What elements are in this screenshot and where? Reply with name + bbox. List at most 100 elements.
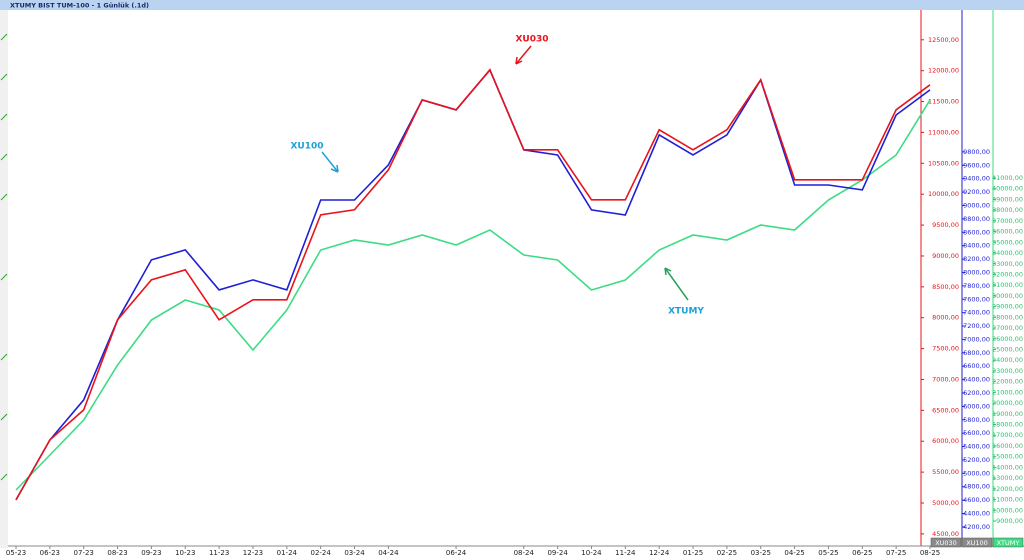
x-tick-label: 05-25 (818, 549, 838, 557)
y-tick-label: 30000,00 (992, 292, 1023, 300)
annotation: XTUMY (668, 307, 704, 317)
y-tick-label: 5800,00 (963, 416, 990, 424)
y-tick-label: 8200,00 (963, 255, 990, 263)
y-tick-label: 40000,00 (992, 185, 1023, 193)
y-tick-label: 12000,00 (928, 67, 959, 75)
y-tick-label: 12500,00 (928, 36, 959, 44)
x-tick-label: 12-24 (649, 549, 670, 557)
y-tick-label: 6800,00 (963, 349, 990, 357)
y-tick-label: 5200,00 (963, 456, 990, 464)
x-tick-label: 06-24 (446, 549, 467, 557)
x-tick-label: 07-25 (886, 549, 906, 557)
y-tick-label: 10000,00 (928, 190, 959, 198)
chart-title: XTUMY BIST TUM-100 - 1 Günlük (.1d) (10, 2, 149, 10)
y-tick-label: 39000,00 (992, 195, 1023, 203)
y-tick-label: 34000,00 (992, 249, 1023, 257)
y-tick-label: 35000,00 (992, 238, 1023, 246)
y-tick-label: 14000,00 (992, 463, 1023, 471)
x-tick-label: 03-24 (344, 549, 365, 557)
series-line (15, 99, 931, 491)
x-tick-label: 01-24 (277, 549, 298, 557)
y-tick-label: 7000,00 (963, 335, 990, 343)
x-tick-label: 06-25 (852, 549, 872, 557)
y-tick-label: 7200,00 (963, 322, 990, 330)
y-tick-label: 7500,00 (932, 345, 959, 353)
y-tick-label: 11000,00 (928, 128, 959, 136)
y-tick-label: 6600,00 (963, 362, 990, 370)
y-tick-label: 31000,00 (992, 281, 1023, 289)
y-tick-label: 6500,00 (932, 406, 959, 414)
y-tick-label: 17000,00 (992, 431, 1023, 439)
y-tick-label: 7800,00 (963, 282, 990, 290)
y-tick-label: 9000,00 (963, 202, 990, 210)
y-tick-label: 26000,00 (992, 335, 1023, 343)
annotation: XU030 (515, 35, 548, 45)
y-tick-label: 6200,00 (963, 389, 990, 397)
y-tick-label: 11000,00 (992, 496, 1023, 504)
x-tick-label: 08-23 (107, 549, 127, 557)
y-tick-label: 4500,00 (932, 530, 959, 538)
y-tick-label: 33000,00 (992, 260, 1023, 268)
y-tick-label: 18000,00 (992, 421, 1023, 429)
y-tick-label: 22000,00 (992, 378, 1023, 386)
legend-label: XU030 (935, 539, 957, 547)
x-tick-label: 01-25 (683, 549, 703, 557)
y-tick-label: 5600,00 (963, 429, 990, 437)
y-tick-label: 9000,00 (996, 517, 1023, 525)
title-bar (0, 0, 1024, 10)
y-tick-label: 7400,00 (963, 309, 990, 317)
y-tick-label: 8000,00 (963, 268, 990, 276)
x-tick-label: 07-23 (74, 549, 94, 557)
y-tick-label: 9800,00 (963, 148, 990, 156)
x-tick-label: 06-23 (40, 549, 60, 557)
x-tick-label: 05-23 (6, 549, 26, 557)
legend-label: XU100 (966, 539, 988, 547)
y-tick-label: 16000,00 (992, 442, 1023, 450)
y-tick-label: 4800,00 (963, 483, 990, 491)
y-tick-label: 23000,00 (992, 367, 1023, 375)
y-tick-label: 38000,00 (992, 206, 1023, 214)
y-tick-label: 20000,00 (992, 399, 1023, 407)
y-tick-label: 32000,00 (992, 270, 1023, 278)
y-tick-label: 4400,00 (963, 510, 990, 518)
y-tick-label: 21000,00 (992, 388, 1023, 396)
x-tick-label: 04-24 (378, 549, 399, 557)
x-tick-label: 12-23 (243, 549, 263, 557)
legend-label: XTUMY (997, 539, 1020, 547)
x-tick-label: 08-24 (514, 549, 535, 557)
y-tick-label: 9600,00 (963, 161, 990, 169)
legend-box (961, 537, 993, 548)
y-tick-label: 9000,00 (932, 252, 959, 260)
y-tick-label: 13000,00 (992, 474, 1023, 482)
y-tick-label: 6400,00 (963, 376, 990, 384)
x-tick-label: 03-25 (751, 549, 771, 557)
y-tick-label: 5000,00 (932, 499, 959, 507)
y-tick-label: 24000,00 (992, 356, 1023, 364)
y-tick-label: 9500,00 (932, 221, 959, 229)
x-tick-label: 02-25 (717, 549, 737, 557)
y-tick-label: 28000,00 (992, 313, 1023, 321)
y-tick-label: 8400,00 (963, 242, 990, 250)
legend-box (930, 537, 962, 548)
y-tick-label: 29000,00 (992, 303, 1023, 311)
y-tick-label: 7600,00 (963, 295, 990, 303)
x-tick-label: 09-24 (547, 549, 568, 557)
y-tick-label: 12000,00 (992, 485, 1023, 493)
y-tick-label: 4600,00 (963, 496, 990, 504)
y-tick-label: 5000,00 (963, 469, 990, 477)
y-tick-label: 8800,00 (963, 215, 990, 223)
x-tick-label: 11-23 (209, 549, 229, 557)
x-tick-label: 02-24 (310, 549, 331, 557)
y-tick-label: 27000,00 (992, 324, 1023, 332)
y-tick-label: 9200,00 (963, 188, 990, 196)
left-toolbar (0, 10, 8, 548)
y-tick-label: 5500,00 (932, 468, 959, 476)
x-tick-label: 11-24 (615, 549, 636, 557)
legend-box (992, 537, 1024, 548)
toolbar-icons (0, 33, 8, 481)
y-tick-label: 11500,00 (928, 98, 959, 106)
y-tick-label: 5400,00 (963, 443, 990, 451)
y-tick-label: 41000,00 (992, 174, 1023, 182)
